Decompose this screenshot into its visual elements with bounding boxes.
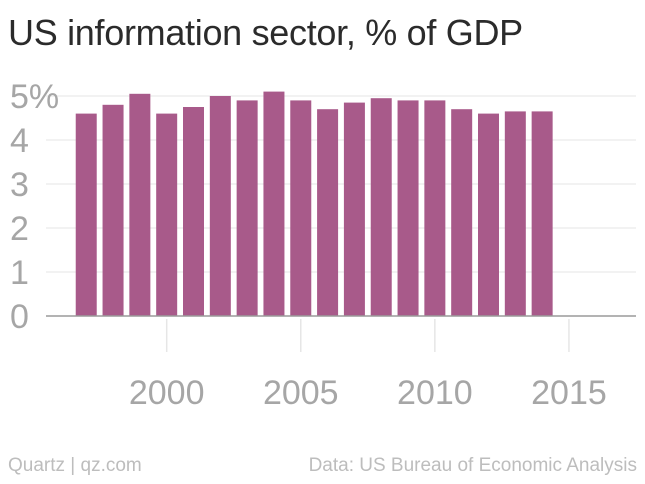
bar-2003 [236, 100, 258, 317]
bar-2008 [370, 98, 392, 316]
y-tick-labels: 0 1 2 3 4 5% [10, 78, 59, 336]
bar-2012 [478, 113, 499, 316]
credit-text: Quartz | qz.com [8, 455, 142, 476]
bar-1998 [102, 104, 124, 316]
bar-2010 [424, 100, 446, 317]
bar-1997 [75, 113, 97, 316]
x-tick-label: 2000 [129, 374, 205, 412]
y-tick-label: 5% [10, 78, 59, 116]
bar-2001 [183, 107, 204, 316]
bar-2004 [263, 91, 285, 316]
chart-title: US information sector, % of GDP [8, 12, 523, 53]
bar-2005 [290, 100, 312, 317]
bar-2013 [504, 111, 526, 317]
axes [46, 315, 636, 352]
y-tick-label: 2 [10, 210, 29, 248]
x-tick-label: 2015 [531, 374, 607, 412]
x-tick-label: 2010 [397, 374, 473, 412]
bars [75, 91, 553, 317]
bar-1999 [129, 93, 151, 316]
y-tick-label: 1 [10, 254, 29, 292]
bar-2014 [531, 111, 553, 317]
y-tick-label: 4 [10, 122, 29, 160]
bar-2000 [156, 113, 178, 316]
bar-2011 [451, 109, 473, 316]
bar-2002 [209, 96, 231, 316]
bar-2009 [397, 100, 419, 317]
x-tick-label: 2005 [263, 374, 339, 412]
x-tick-labels: 2000 2005 2010 2015 [129, 374, 607, 412]
bar-2007 [343, 102, 365, 316]
y-tick-label: 0 [10, 298, 29, 336]
y-tick-label: 3 [10, 166, 29, 204]
bar-2006 [317, 109, 339, 316]
source-text: Data: US Bureau of Economic Analysis [308, 455, 637, 476]
